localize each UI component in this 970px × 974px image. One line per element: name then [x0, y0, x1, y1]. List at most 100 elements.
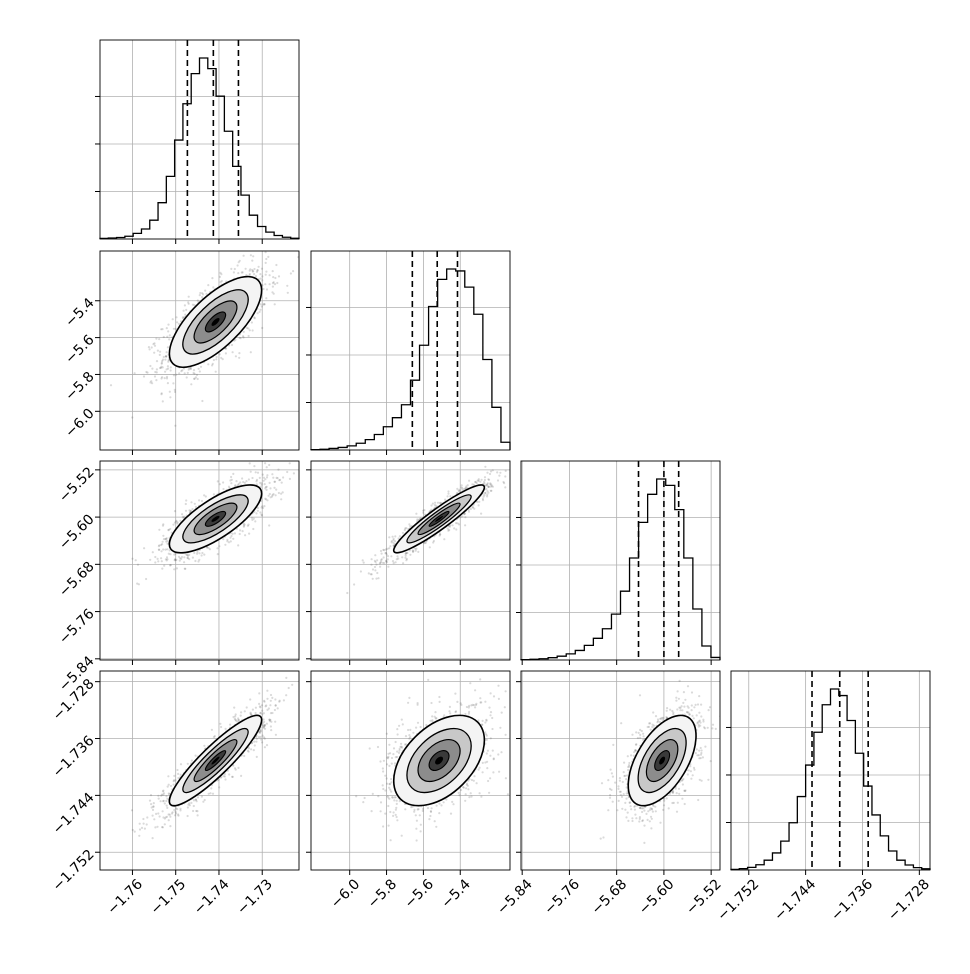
scatter-point [380, 561, 382, 563]
scatter-point [235, 480, 237, 482]
scatter-point [486, 483, 488, 485]
scatter-point [151, 346, 153, 348]
scatter-point [196, 374, 198, 376]
scatter-point [280, 498, 282, 500]
scatter-point [257, 312, 259, 314]
scatter-point [183, 556, 185, 558]
scatter-point [166, 351, 168, 353]
scatter-point [192, 557, 194, 559]
scatter-point [251, 477, 253, 479]
scatter-point [402, 562, 404, 564]
scatter-point [198, 499, 200, 501]
scatter-point [161, 363, 163, 365]
scatter-point [404, 557, 406, 559]
scatter-point [277, 477, 279, 479]
scatter-point [516, 461, 518, 463]
scatter-point [262, 288, 264, 290]
scatter-point [232, 538, 234, 540]
scatter-point [240, 711, 242, 713]
scatter-point [187, 806, 189, 808]
scatter-point [261, 275, 263, 277]
scatter-point [234, 532, 236, 534]
scatter-point [166, 556, 168, 558]
scatter-point [244, 482, 246, 484]
scatter-point [225, 352, 227, 354]
pair-panel-0-1 [100, 229, 300, 450]
scatter-point [135, 559, 137, 561]
scatter-point [199, 292, 201, 294]
scatter-point [273, 487, 275, 489]
scatter-point [204, 290, 206, 292]
scatter-point [174, 510, 176, 512]
scatter-point [247, 327, 249, 329]
scatter-point [193, 369, 195, 371]
scatter-point [233, 271, 235, 273]
scatter-point [392, 539, 394, 541]
scatter-point [185, 309, 187, 311]
scatter-point [261, 514, 263, 516]
scatter-point [412, 550, 414, 552]
scatter-point [263, 477, 265, 479]
scatter-point [376, 572, 378, 574]
scatter-point [155, 379, 157, 381]
scatter-point [308, 439, 310, 441]
scatter-point [259, 712, 261, 714]
scatter-point [415, 550, 417, 552]
scatter-point [242, 271, 244, 273]
scatter-point [272, 276, 274, 278]
scatter-point [290, 272, 292, 274]
scatter-point [198, 552, 200, 554]
scatter-point [255, 471, 257, 473]
scatter-point [434, 502, 436, 504]
scatter-point [293, 472, 295, 474]
scatter-point [213, 359, 215, 361]
scatter-point [265, 297, 267, 299]
scatter-point [203, 494, 205, 496]
scatter-point [167, 786, 169, 788]
scatter-point [192, 810, 194, 812]
scatter-point [261, 710, 263, 712]
scatter-point [503, 482, 505, 484]
scatter-point [212, 793, 214, 795]
scatter-point [201, 554, 203, 556]
scatter-point [264, 746, 266, 748]
scatter-point [175, 812, 177, 814]
scatter-point [264, 498, 266, 500]
scatter-point [160, 393, 162, 395]
scatter-point [217, 553, 219, 555]
scatter-point [220, 726, 222, 728]
scatter-point [245, 268, 247, 270]
scatter-point [381, 558, 383, 560]
scatter-point [405, 527, 407, 529]
scatter-point [376, 559, 378, 561]
scatter-point [456, 488, 458, 490]
scatter-point [152, 551, 154, 553]
scatter-point [248, 533, 250, 535]
scatter-point [159, 367, 161, 369]
scatter-point [235, 713, 237, 715]
scatter-point [212, 286, 214, 288]
scatter-point [490, 470, 492, 472]
scatter-point [273, 293, 275, 295]
scatter-point [265, 258, 267, 260]
scatter-point [464, 516, 466, 518]
scatter-point [499, 472, 501, 474]
scatter-point [251, 519, 253, 521]
scatter-point [185, 510, 187, 512]
scatter-point [161, 328, 163, 330]
scatter-point [381, 553, 383, 555]
scatter-point [272, 270, 274, 272]
scatter-point [264, 283, 266, 285]
scatter-point [215, 371, 217, 373]
scatter-point [258, 266, 260, 268]
scatter-point [274, 283, 276, 285]
scatter-point [231, 344, 233, 346]
scatter-point [201, 552, 203, 554]
scatter-point [232, 533, 234, 535]
scatter-point [166, 559, 168, 561]
scatter-point [174, 389, 176, 391]
scatter-point [401, 556, 403, 558]
scatter-point [219, 483, 221, 485]
scatter-point [396, 558, 398, 560]
scatter-point [199, 370, 201, 372]
